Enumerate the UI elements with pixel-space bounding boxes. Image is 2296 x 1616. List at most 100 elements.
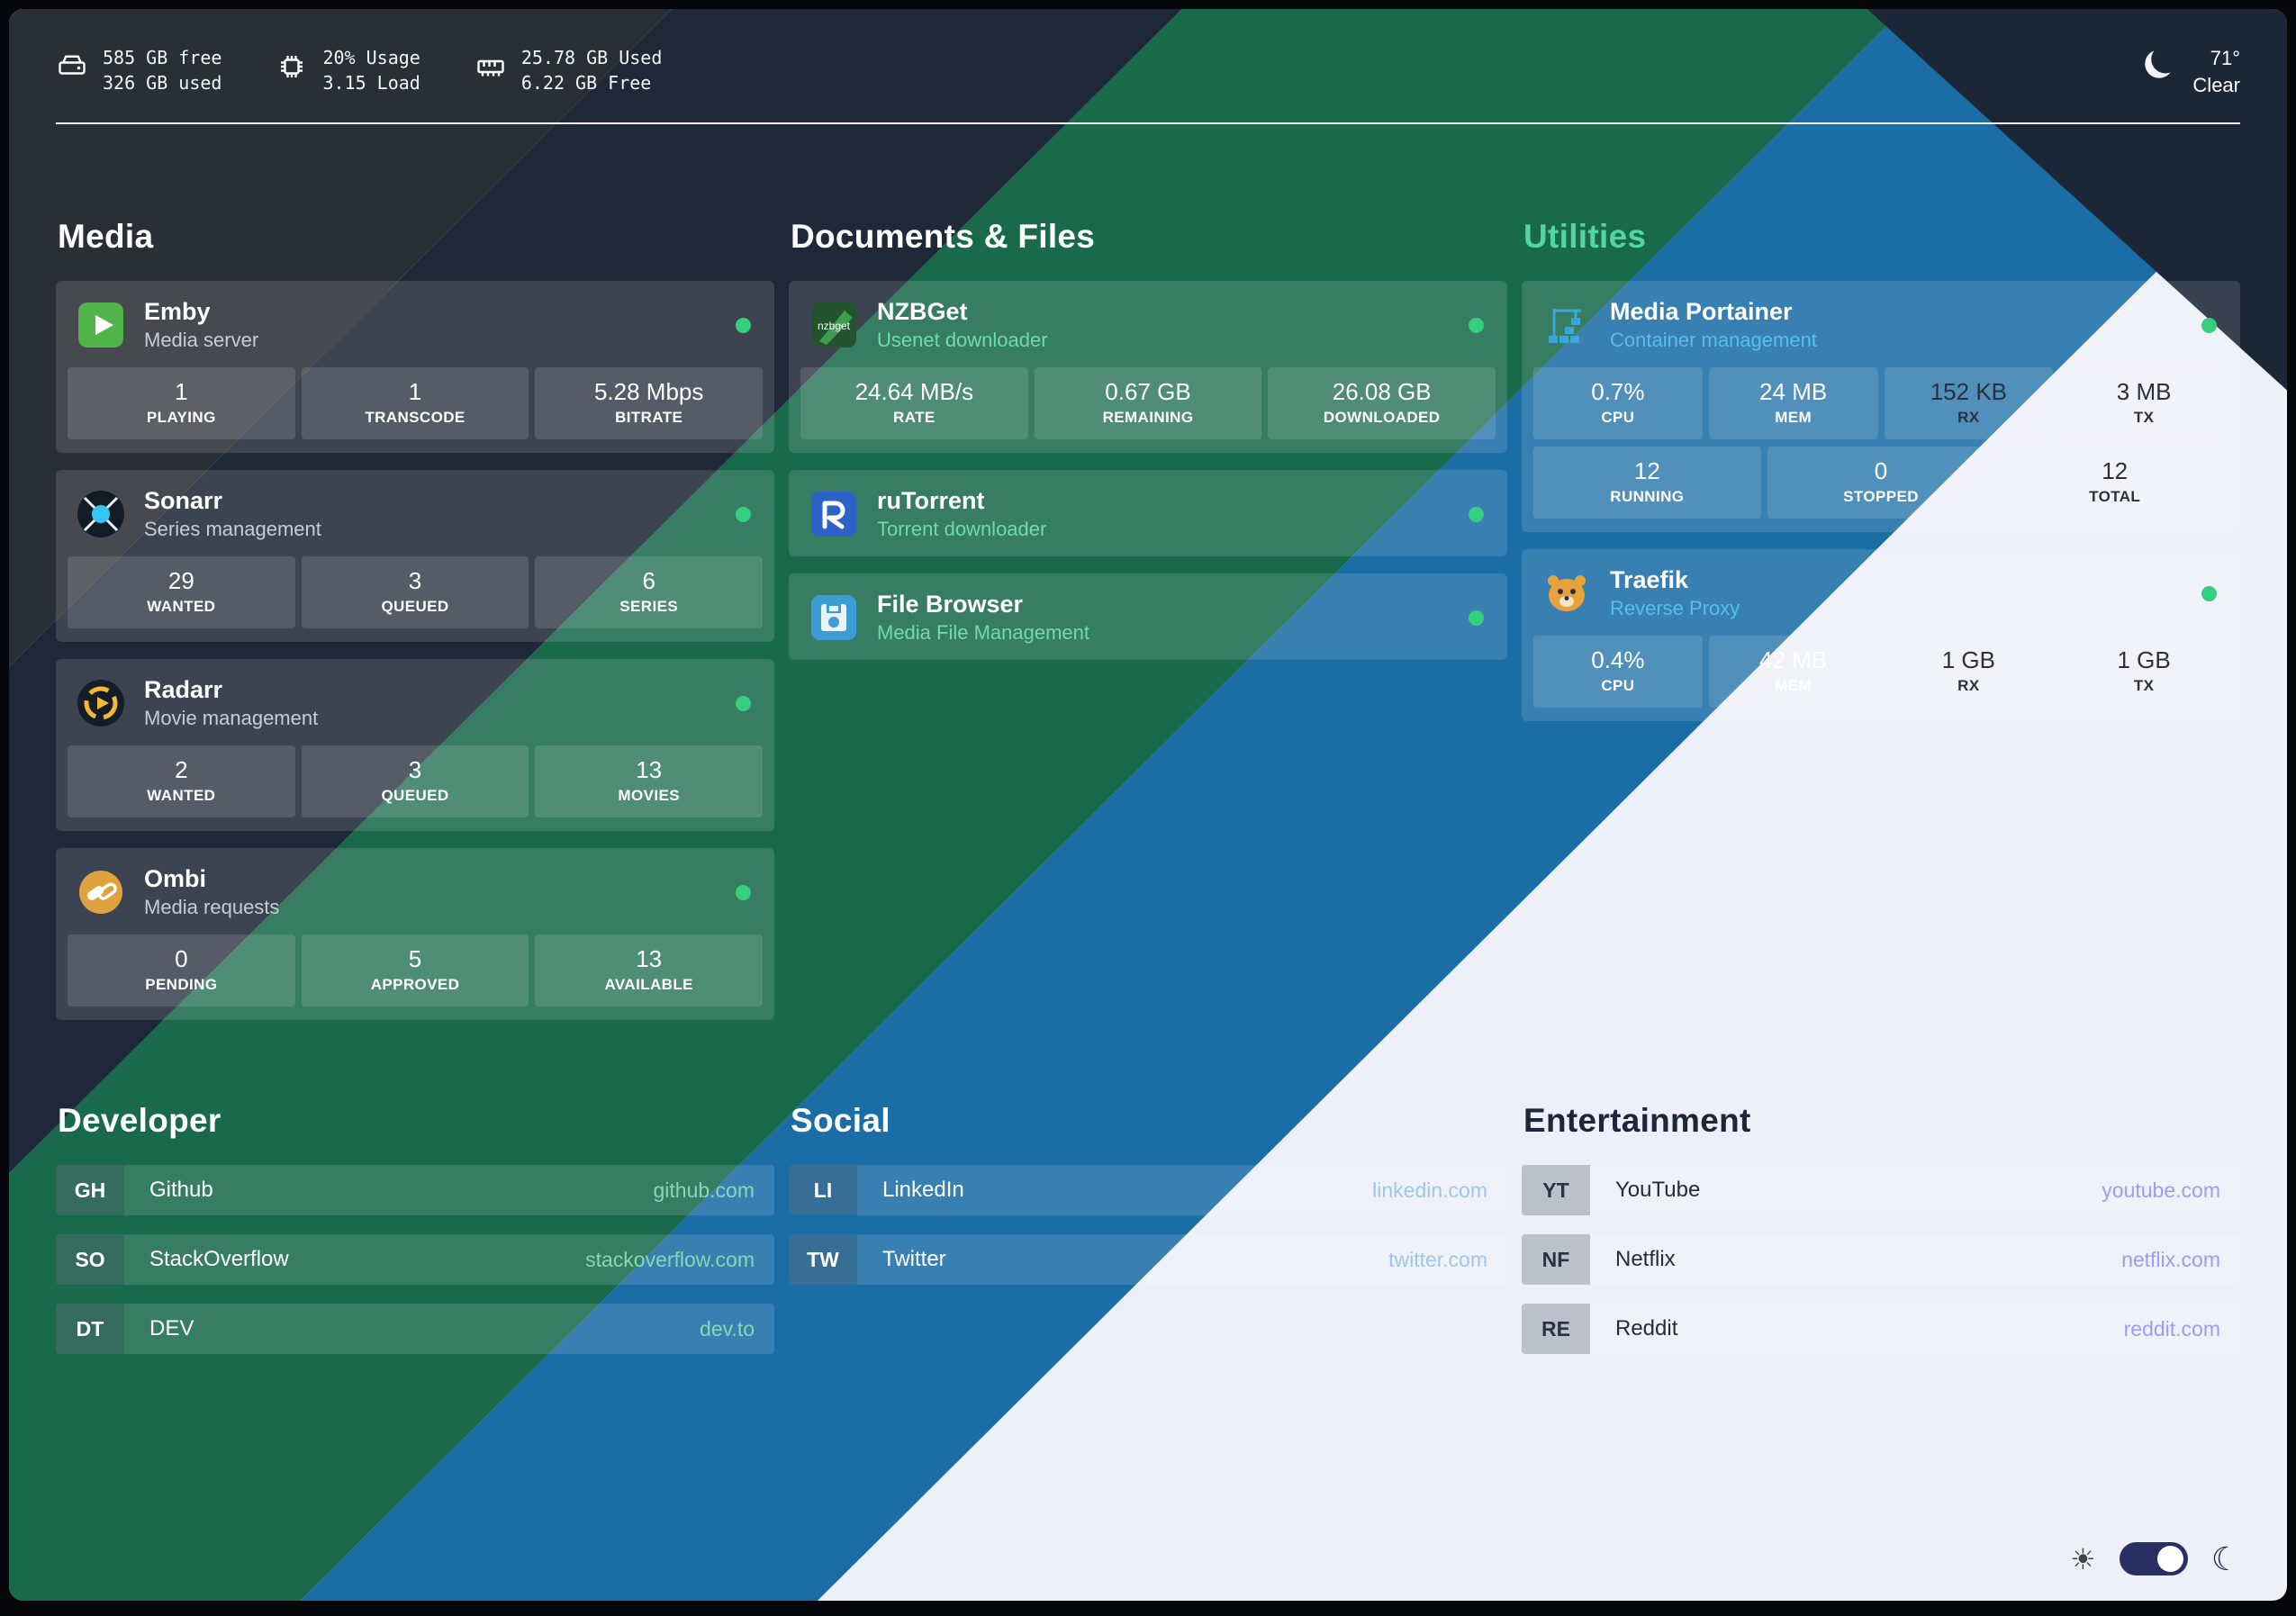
stat-box: 29 WANTED bbox=[68, 556, 295, 628]
link-twitter[interactable]: TW Twitter twitter.com bbox=[789, 1234, 1507, 1285]
stat-box: 152 KB RX bbox=[1884, 367, 2054, 439]
link-name: Netflix bbox=[1615, 1247, 1676, 1271]
nzbget-icon: nzbget bbox=[809, 300, 859, 350]
app-card-portainer[interactable]: Media Portainer Container management 0.7… bbox=[1522, 281, 2240, 532]
app-subtitle: Usenet downloader bbox=[877, 329, 1048, 351]
link-github[interactable]: GH Github github.com bbox=[56, 1165, 774, 1215]
moon-icon bbox=[2140, 45, 2178, 83]
link-abbr: TW bbox=[789, 1234, 857, 1285]
section-title-utilities: Utilities bbox=[1523, 218, 1647, 255]
emby-icon bbox=[76, 300, 126, 350]
link-youtube[interactable]: YT YouTube youtube.com bbox=[1522, 1165, 2240, 1215]
section-media: Media Emby Media server 1 PLA bbox=[56, 218, 774, 1037]
app-subtitle: Media File Management bbox=[877, 621, 1090, 644]
app-card-radarr[interactable]: Radarr Movie management 2 WANTED 3 QUEUED … bbox=[56, 659, 774, 831]
cpu-icon bbox=[276, 50, 308, 83]
link-dev[interactable]: DT DEV dev.to bbox=[56, 1304, 774, 1354]
stat-box: 3 QUEUED bbox=[301, 556, 529, 628]
link-url: stackoverflow.com bbox=[585, 1247, 755, 1271]
link-url: twitter.com bbox=[1388, 1247, 1487, 1271]
dashboard-page: 585 GB free 326 GB used 20% Usage 3.15 L… bbox=[9, 9, 2287, 1601]
memory-used: 25.78 GB Used bbox=[520, 47, 663, 68]
link-linkedin[interactable]: LI LinkedIn linkedin.com bbox=[789, 1165, 1507, 1215]
disk-used: 326 GB used bbox=[103, 72, 222, 94]
section-developer: Developer GH Github github.com SO StackO… bbox=[56, 1102, 774, 1373]
section-title-social: Social bbox=[791, 1102, 890, 1139]
app-card-filebrowser[interactable]: File Browser Media File Management bbox=[789, 573, 1507, 660]
system-status-bar: 585 GB free 326 GB used 20% Usage 3.15 L… bbox=[9, 9, 2287, 99]
link-url: linkedin.com bbox=[1372, 1178, 1487, 1202]
link-abbr: SO bbox=[56, 1234, 124, 1285]
app-card-rutorrent[interactable]: ruTorrent Torrent downloader bbox=[789, 470, 1507, 556]
stat-box: 5 APPROVED bbox=[301, 934, 529, 1007]
disk-stat: 585 GB free 326 GB used bbox=[56, 45, 221, 95]
app-card-sonarr[interactable]: Sonarr Series management 29 WANTED 3 QUEUE… bbox=[56, 470, 774, 642]
svg-text:nzbget: nzbget bbox=[818, 320, 851, 332]
topbar-divider bbox=[56, 122, 2240, 124]
weather-condition: Clear bbox=[2192, 74, 2240, 96]
stat-box: 12 RUNNING bbox=[1533, 447, 1761, 519]
app-name: Ombi bbox=[144, 865, 207, 892]
app-card-nzbget[interactable]: nzbget NZBGet Usenet downloader 24.64 MB… bbox=[789, 281, 1507, 453]
memory-icon bbox=[475, 50, 507, 83]
cpu-stat: 20% Usage 3.15 Load bbox=[276, 45, 420, 95]
app-name: NZBGet bbox=[877, 298, 968, 325]
section-entertainment: Entertainment YT YouTube youtube.com NF … bbox=[1522, 1102, 2240, 1373]
link-reddit[interactable]: RE Reddit reddit.com bbox=[1522, 1304, 2240, 1354]
stat-box: 24 MB MEM bbox=[1708, 367, 1878, 439]
link-name: DEV bbox=[149, 1316, 194, 1341]
app-subtitle: Series management bbox=[144, 518, 321, 540]
filebrowser-icon bbox=[809, 592, 859, 643]
cpu-load: 3.15 Load bbox=[322, 72, 420, 94]
status-dot bbox=[1469, 609, 1484, 626]
app-subtitle: Media requests bbox=[144, 896, 280, 918]
link-name: Reddit bbox=[1615, 1316, 1678, 1341]
sun-icon[interactable]: ☀ bbox=[2070, 1542, 2096, 1575]
section-title-developer: Developer bbox=[58, 1102, 221, 1139]
app-card-traefik[interactable]: Traefik Reverse Proxy 0.4% CPU 42 MB MEM 1… bbox=[1522, 549, 2240, 721]
app-name: File Browser bbox=[877, 591, 1024, 618]
link-abbr: YT bbox=[1522, 1165, 1590, 1215]
radarr-icon bbox=[76, 678, 126, 728]
link-name: LinkedIn bbox=[882, 1178, 964, 1202]
app-subtitle: Reverse Proxy bbox=[1610, 597, 1740, 619]
app-name: ruTorrent bbox=[877, 487, 985, 514]
status-dot bbox=[736, 506, 751, 522]
stat-box: 12 TOTAL bbox=[2001, 447, 2229, 519]
app-card-emby[interactable]: Emby Media server 1 PLAYING 1 TRANSCODE 5.… bbox=[56, 281, 774, 453]
stat-box: 5.28 Mbps BITRATE bbox=[535, 367, 764, 439]
section-utilities: Utilities bbox=[1522, 218, 2240, 1037]
link-abbr: DT bbox=[56, 1304, 124, 1354]
section-social: Social LI LinkedIn linkedin.com TW Twitt… bbox=[789, 1102, 1507, 1373]
app-card-ombi[interactable]: Ombi Media requests 0 PENDING 5 APPROVED 1… bbox=[56, 848, 774, 1020]
section-documents: Documents & Files nzbget NZBGet Usenet d… bbox=[789, 218, 1507, 1037]
section-title-documents: Documents & Files bbox=[791, 218, 1096, 255]
cpu-usage: 20% Usage bbox=[322, 47, 420, 68]
stat-box: 1 PLAYING bbox=[68, 367, 295, 439]
stat-box: 0.7% CPU bbox=[1533, 367, 1703, 439]
link-abbr: LI bbox=[789, 1165, 857, 1215]
app-name: Traefik bbox=[1610, 566, 1689, 593]
link-stackoverflow[interactable]: SO StackOverflow stackoverflow.com bbox=[56, 1234, 774, 1285]
app-subtitle: Media server bbox=[144, 329, 259, 351]
app-name: Radarr bbox=[144, 676, 223, 703]
stat-box: 1 GB TX bbox=[2059, 636, 2228, 708]
stat-box: 2 WANTED bbox=[68, 745, 295, 817]
stat-box: 13 MOVIES bbox=[535, 745, 764, 817]
link-netflix[interactable]: NF Netflix netflix.com bbox=[1522, 1234, 2240, 1285]
stat-box: 6 SERIES bbox=[535, 556, 764, 628]
link-abbr: RE bbox=[1522, 1304, 1590, 1354]
moon-icon[interactable]: ☾ bbox=[2210, 1539, 2240, 1577]
link-url: reddit.com bbox=[2123, 1316, 2220, 1341]
app-subtitle: Torrent downloader bbox=[877, 518, 1047, 540]
app-subtitle: Container management bbox=[1610, 329, 1817, 351]
link-url: github.com bbox=[653, 1178, 755, 1202]
status-dot bbox=[1469, 317, 1484, 333]
sonarr-icon bbox=[76, 489, 126, 539]
link-url: netflix.com bbox=[2121, 1247, 2220, 1271]
link-name: Twitter bbox=[882, 1247, 946, 1271]
stat-box: 0.67 GB REMAINING bbox=[1034, 367, 1262, 439]
app-name: Media Portainer bbox=[1610, 298, 1793, 325]
theme-toggle[interactable] bbox=[2119, 1542, 2188, 1575]
link-name: Github bbox=[149, 1178, 213, 1202]
